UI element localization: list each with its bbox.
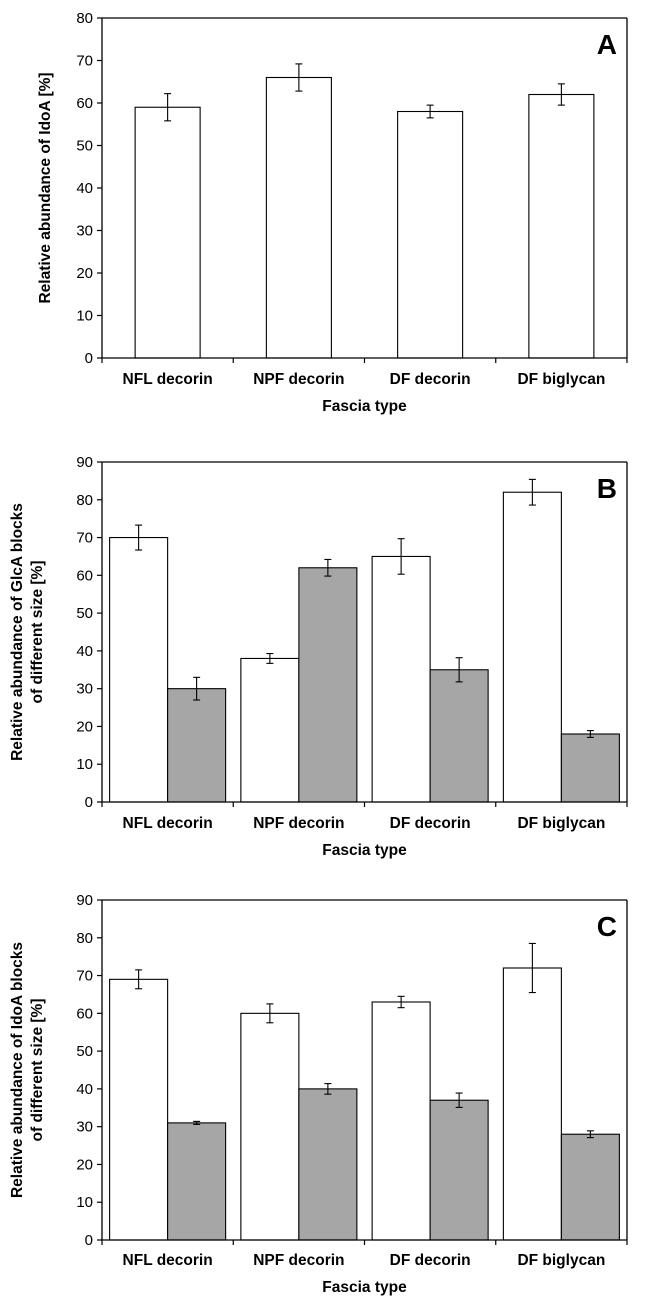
y-tick-label: 0 [85, 1232, 93, 1249]
y-tick-label: 40 [76, 643, 93, 660]
y-axis-title: Relative abundance of IdoA [%] [37, 72, 54, 303]
y-tick-label: 50 [76, 605, 93, 622]
x-axis-title: Fascia type [322, 842, 407, 859]
y-tick-label: 60 [76, 567, 93, 584]
x-category-label: DF biglycan [517, 1252, 605, 1269]
x-category-label: NPF decorin [253, 815, 344, 832]
y-tick-label: 20 [76, 265, 93, 282]
y-tick-label: 80 [76, 492, 93, 509]
bar [240, 1012, 300, 1241]
bar [298, 1088, 358, 1241]
y-tick-label: 90 [76, 892, 93, 909]
x-axis-title: Fascia type [322, 398, 407, 415]
y-tick-label: 60 [76, 1005, 93, 1022]
y-tick-label: 40 [76, 1081, 93, 1098]
y-tick-label: 30 [76, 223, 93, 240]
bar [167, 688, 227, 803]
x-category-label: DF biglycan [517, 371, 605, 388]
y-tick-label: 30 [76, 681, 93, 698]
y-axis-title: of different size [%] [29, 561, 46, 704]
x-category-label: DF decorin [390, 371, 471, 388]
bar [528, 93, 595, 359]
bar [109, 978, 169, 1241]
y-tick-label: 20 [76, 718, 93, 735]
bar [134, 106, 201, 359]
y-tick-label: 80 [76, 10, 93, 27]
bar [397, 110, 464, 359]
x-category-label: DF biglycan [517, 815, 605, 832]
y-axis-title: Relative abundance of IdoA blocks [9, 942, 26, 1198]
y-tick-label: 70 [76, 53, 93, 70]
y-tick-label: 70 [76, 968, 93, 985]
y-tick-label: 70 [76, 530, 93, 547]
y-tick-label: 10 [76, 308, 93, 325]
bar [240, 657, 300, 803]
y-tick-label: 20 [76, 1156, 93, 1173]
y-tick-label: 0 [85, 350, 93, 367]
x-category-label: NFL decorin [123, 815, 213, 832]
y-tick-label: 50 [76, 138, 93, 155]
bar [502, 967, 562, 1241]
y-tick-label: 60 [76, 95, 93, 112]
panel-letter: C [597, 911, 617, 942]
x-axis-title: Fascia type [322, 1279, 407, 1296]
x-category-label: NFL decorin [123, 371, 213, 388]
panel-b-chart: 0 10 20 30 40 50 60 70 80 90 NFL decorin NPF decori… [9, 454, 628, 859]
x-category-label: DF decorin [390, 815, 471, 832]
x-category-label: NPF decorin [253, 1252, 344, 1269]
bar [560, 1133, 620, 1241]
bar [167, 1122, 227, 1241]
y-tick-label: 50 [76, 1043, 93, 1060]
bar [429, 1099, 489, 1241]
y-tick-label: 80 [76, 930, 93, 947]
bar [371, 555, 431, 803]
y-tick-label: 40 [76, 180, 93, 197]
panel-c-chart: 0 10 20 30 40 50 60 70 80 90 NFL decorin NPF decori… [9, 892, 628, 1296]
bar [298, 567, 358, 803]
bar [429, 669, 489, 803]
y-axis-title: of different size [%] [29, 999, 46, 1142]
bar [265, 76, 332, 359]
x-category-label: DF decorin [390, 1252, 471, 1269]
bar [371, 1001, 431, 1241]
x-category-label: NFL decorin [123, 1252, 213, 1269]
y-tick-label: 90 [76, 454, 93, 471]
bar [109, 537, 169, 803]
x-category-label: NPF decorin [253, 371, 344, 388]
y-tick-label: 0 [85, 794, 93, 811]
y-tick-label: 10 [76, 1194, 93, 1211]
panel-letter: A [597, 29, 617, 60]
bar [502, 491, 562, 803]
panel-a-chart: 0 10 20 30 40 50 60 70 80 NFL decorin NPF decorin D… [37, 10, 628, 415]
y-axis-title: Relative abundance of GlcA blocks [9, 503, 26, 761]
panel-letter: B [597, 473, 617, 504]
bar [560, 733, 620, 803]
y-tick-label: 30 [76, 1119, 93, 1136]
y-tick-label: 10 [76, 756, 93, 773]
